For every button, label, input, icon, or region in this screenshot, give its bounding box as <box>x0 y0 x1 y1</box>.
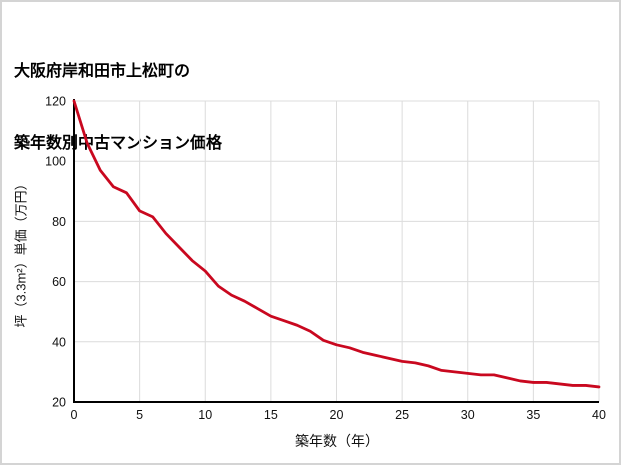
chart-title-line2: 築年数別中古マンション価格 <box>14 135 223 152</box>
x-axis-label: 築年数（年） <box>295 433 379 449</box>
x-tick-label: 20 <box>330 408 344 422</box>
x-tick-label: 35 <box>526 408 540 422</box>
chart-title-line1: 大阪府岸和田市上松町の <box>14 63 191 80</box>
x-tick-label: 40 <box>592 408 606 422</box>
y-tick-label: 40 <box>52 335 66 349</box>
x-tick-label: 15 <box>264 408 278 422</box>
y-tick-label: 120 <box>45 95 66 109</box>
x-tick-label: 5 <box>136 408 143 422</box>
y-tick-label: 80 <box>52 215 66 229</box>
x-tick-label: 0 <box>71 408 78 422</box>
x-tick-label: 25 <box>395 408 409 422</box>
price-line <box>72 99 601 389</box>
y-tick-label: 60 <box>52 275 66 289</box>
x-tick-label: 10 <box>198 408 212 422</box>
x-tick-label: 30 <box>461 408 475 422</box>
chart-title: 大阪府岸和田市上松町の 築年数別中古マンション価格 <box>14 12 222 204</box>
y-tick-label: 20 <box>52 396 66 410</box>
y-tick-label: 100 <box>45 155 66 169</box>
